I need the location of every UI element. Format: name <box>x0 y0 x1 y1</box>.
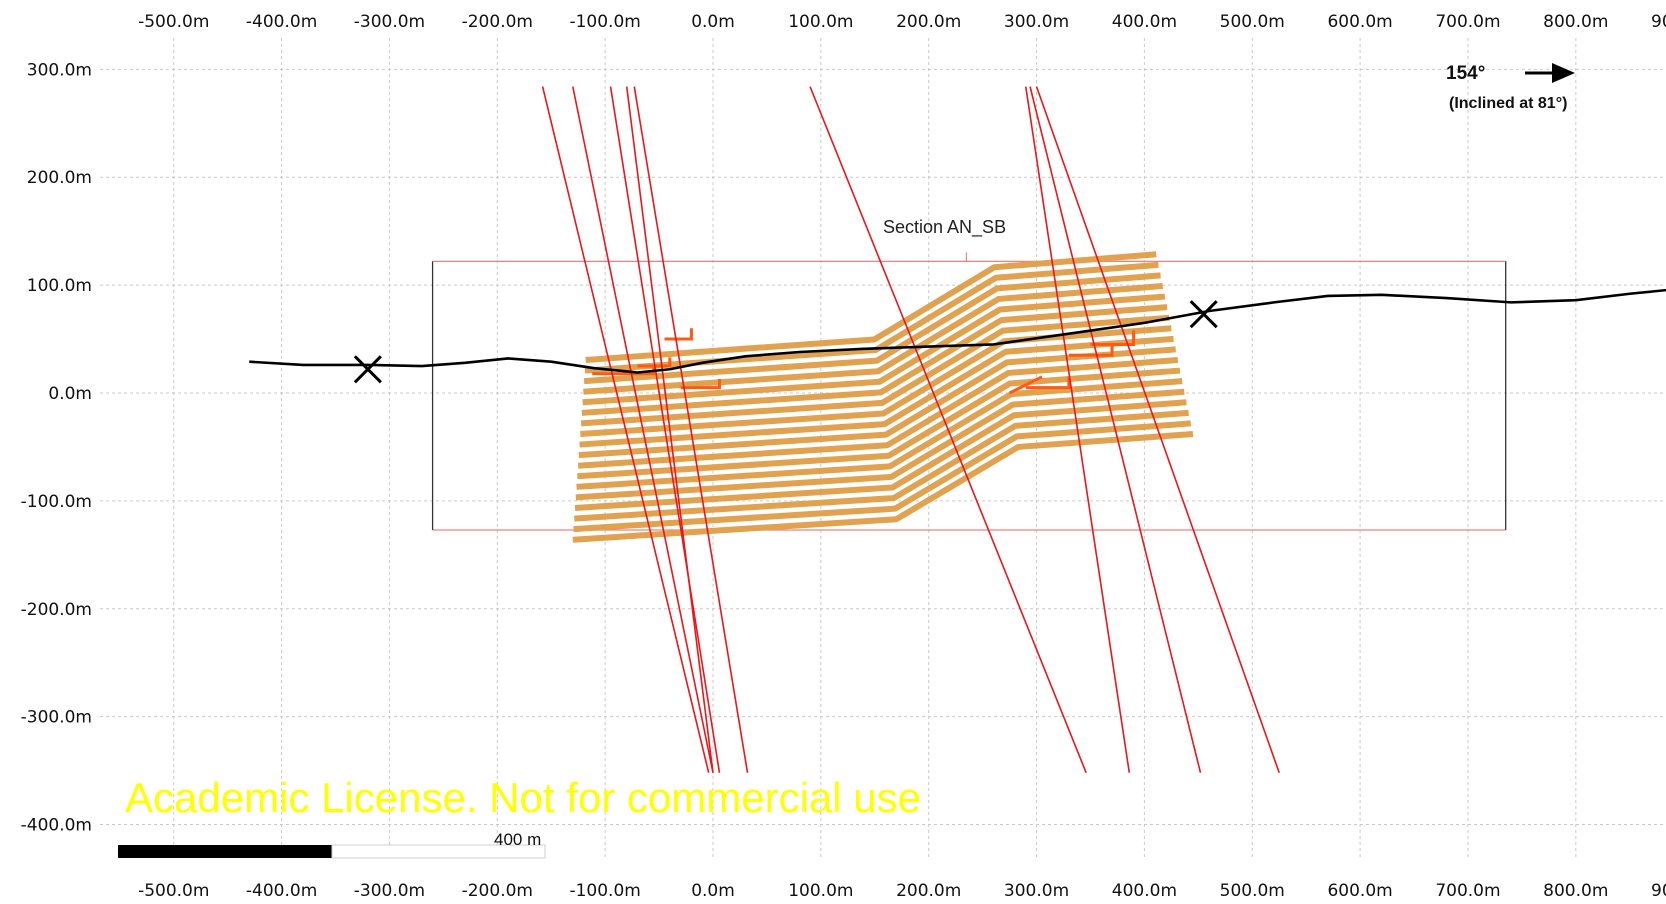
y-tick-label: -200.0m <box>21 600 92 620</box>
y-tick-label: 300.0m <box>27 60 92 80</box>
scale-bar-fill <box>118 845 332 858</box>
y-axis-labels: 300.0m 200.0m 100.0m 0.0m -100.0m -200.0m -300… <box>21 60 92 835</box>
x-tick-label: 700.0m <box>1435 12 1500 32</box>
mined-segment <box>680 378 721 390</box>
x-tick-label: 700.0m <box>1435 881 1500 901</box>
x-tick-label: -100.0m <box>569 881 640 901</box>
x-tick-label: 300.0m <box>1004 881 1069 901</box>
x-tick-label: -300.0m <box>354 12 425 32</box>
stratum-band <box>577 356 1179 469</box>
terrain-profile <box>249 288 1666 374</box>
y-tick-label: -400.0m <box>21 816 92 836</box>
stratum-band <box>574 409 1189 522</box>
terrain-line <box>249 288 1666 374</box>
drillhole-traces[interactable] <box>541 86 1280 774</box>
x-tick-label: 100.0m <box>788 881 853 901</box>
mined-segment <box>1025 376 1071 390</box>
stratum-band <box>584 261 1159 374</box>
x-tick-label: -400.0m <box>246 881 317 901</box>
x-tick-label: 500.0m <box>1220 881 1285 901</box>
x-tick-label: 100.0m <box>788 12 853 32</box>
scale-bar: 400 m <box>118 830 546 859</box>
x-tick-label: 800.0m <box>1543 881 1608 901</box>
stratum-band <box>580 325 1172 437</box>
section-box <box>431 252 1507 531</box>
stratum-band <box>579 335 1174 448</box>
x-tick-label: 600.0m <box>1327 881 1392 901</box>
y-tick-label: -100.0m <box>21 492 92 512</box>
x-tick-label: -200.0m <box>462 881 533 901</box>
x-tick-label: 900.0m <box>1651 881 1666 901</box>
drillhole-trace[interactable] <box>633 86 749 773</box>
x-axis-bottom-labels: -500.0m -400.0m -300.0m -200.0m -100.0m 0.0m 1… <box>138 881 1666 901</box>
terrain-markers <box>353 300 1218 384</box>
mined-segment <box>1068 344 1114 357</box>
license-watermark: Academic License. Not for commercial use <box>125 774 921 821</box>
stratum-band <box>574 399 1187 511</box>
grid-lines <box>100 38 1666 860</box>
x-tick-label: 0.0m <box>691 881 735 901</box>
x-marker-stroke <box>1189 300 1218 329</box>
drillhole-trace[interactable] <box>541 86 710 773</box>
drillhole-trace[interactable] <box>609 86 721 773</box>
drillhole-trace[interactable] <box>572 86 714 773</box>
x-tick-label: -500.0m <box>138 12 209 32</box>
compass: 154° (Inclined at 81°) <box>1446 63 1575 112</box>
x-tick-label: 400.0m <box>1112 881 1177 901</box>
mined-segment <box>664 328 693 341</box>
mined-out-segments <box>592 328 1136 395</box>
compass-dip: (Inclined at 81°) <box>1449 95 1567 112</box>
x-tick-label: 0.0m <box>691 12 735 32</box>
x-tick-label: 800.0m <box>1543 12 1608 32</box>
x-tick-label: 200.0m <box>896 881 961 901</box>
drillhole-trace[interactable] <box>1029 86 1202 773</box>
y-tick-label: 100.0m <box>27 276 92 296</box>
strata-fill <box>572 251 1194 543</box>
stratum-band <box>576 378 1183 490</box>
direction-arrow-icon <box>1525 63 1575 83</box>
x-tick-label: 900.0m <box>1651 12 1666 32</box>
drillhole-trace[interactable] <box>625 86 714 773</box>
y-tick-label: 200.0m <box>27 168 92 188</box>
y-tick-label: -300.0m <box>21 708 92 728</box>
drillhole-trace[interactable] <box>809 86 1087 774</box>
stratum-band <box>580 314 1170 427</box>
drillhole-trace[interactable] <box>1035 86 1280 774</box>
x-tick-label: -500.0m <box>138 881 209 901</box>
x-tick-label: 500.0m <box>1220 12 1285 32</box>
scale-bar-empty <box>331 844 546 859</box>
x-tick-label: -300.0m <box>354 881 425 901</box>
x-tick-label: -200.0m <box>462 12 533 32</box>
x-marker-icon <box>353 355 382 384</box>
stratum-band <box>577 367 1181 480</box>
stratum-band <box>585 251 1157 363</box>
scale-bar-label: 400 m <box>494 830 541 849</box>
drillhole-trace[interactable] <box>1024 86 1131 773</box>
mined-segment <box>637 357 672 368</box>
stratum-band <box>581 304 1168 416</box>
mined-segment <box>1090 330 1136 346</box>
x-tick-label: 200.0m <box>896 12 961 32</box>
stratum-band <box>572 431 1194 543</box>
stratum-band <box>573 420 1191 533</box>
x-axis-top-labels: -500.0m -400.0m -300.0m -200.0m -100.0m 0.0m 1… <box>138 12 1666 32</box>
section-label[interactable]: Section AN_SB <box>883 217 1006 238</box>
x-tick-label: -400.0m <box>246 12 317 32</box>
x-tick-label: 600.0m <box>1327 12 1392 32</box>
x-tick-label: 400.0m <box>1112 12 1177 32</box>
x-marker-icon <box>1189 300 1218 329</box>
x-tick-label: -100.0m <box>569 12 640 32</box>
x-marker-stroke <box>353 355 382 384</box>
compass-bearing: 154° <box>1446 63 1485 84</box>
x-tick-label: 300.0m <box>1004 12 1069 32</box>
y-tick-label: 0.0m <box>48 384 92 404</box>
mined-segment <box>1008 375 1043 395</box>
